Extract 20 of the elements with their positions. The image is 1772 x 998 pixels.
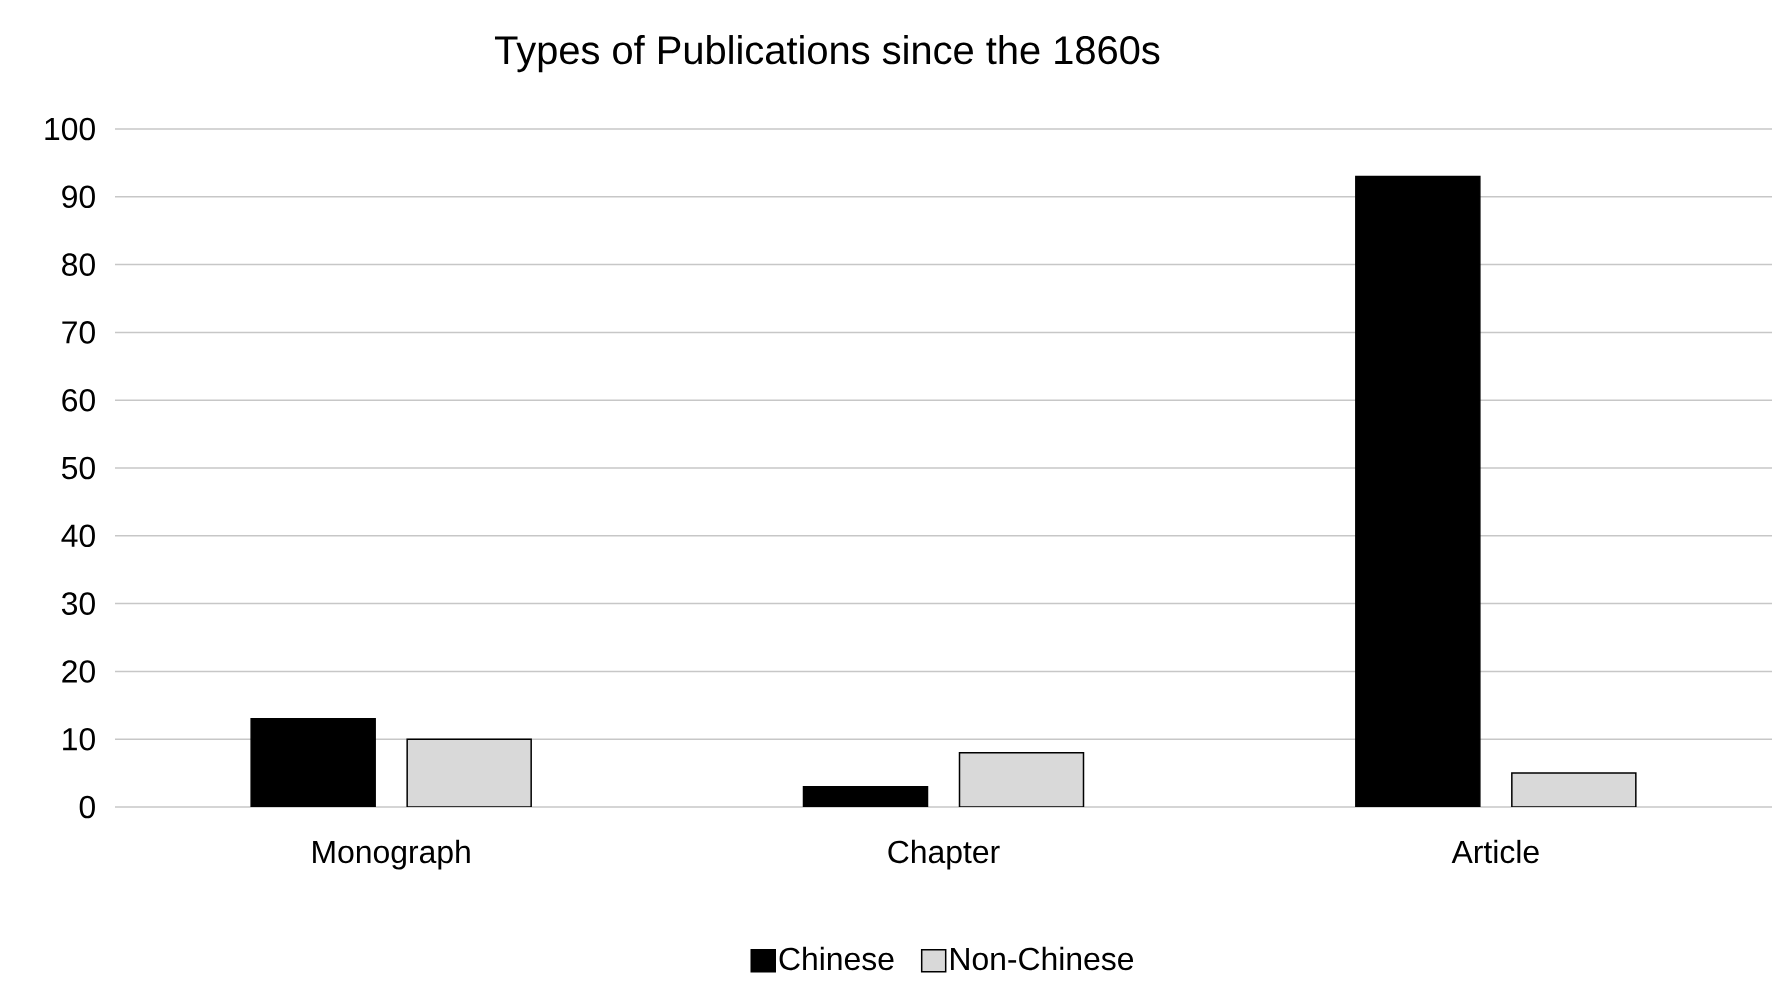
y-tick-label: 40 bbox=[61, 524, 95, 548]
bar bbox=[406, 738, 532, 807]
y-tick-label: 100 bbox=[45, 117, 95, 141]
bar bbox=[1511, 772, 1637, 807]
legend-label: Chinese bbox=[779, 946, 894, 971]
y-tick-label: 70 bbox=[62, 321, 95, 344]
y-tick-label: 30 bbox=[61, 592, 95, 615]
legend-label: Non-Chinese bbox=[951, 946, 1134, 971]
y-tick-label: 60 bbox=[62, 388, 95, 412]
chart-title: Types of Publications since the 1860s bbox=[494, 35, 1160, 73]
y-tick-label: 0 bbox=[79, 795, 95, 819]
y-tick-label: 80 bbox=[62, 253, 95, 276]
x-tick-label: Article bbox=[1451, 839, 1539, 864]
x-tick-label: Chapter bbox=[888, 839, 1000, 870]
y-tick-label: 20 bbox=[62, 660, 95, 683]
bar bbox=[958, 752, 1085, 807]
y-tick-label: 90 bbox=[62, 185, 95, 209]
y-tick-label: 50 bbox=[61, 456, 95, 480]
y-tick-label: 10 bbox=[63, 727, 95, 751]
x-tick-label: Monograph bbox=[313, 839, 470, 870]
